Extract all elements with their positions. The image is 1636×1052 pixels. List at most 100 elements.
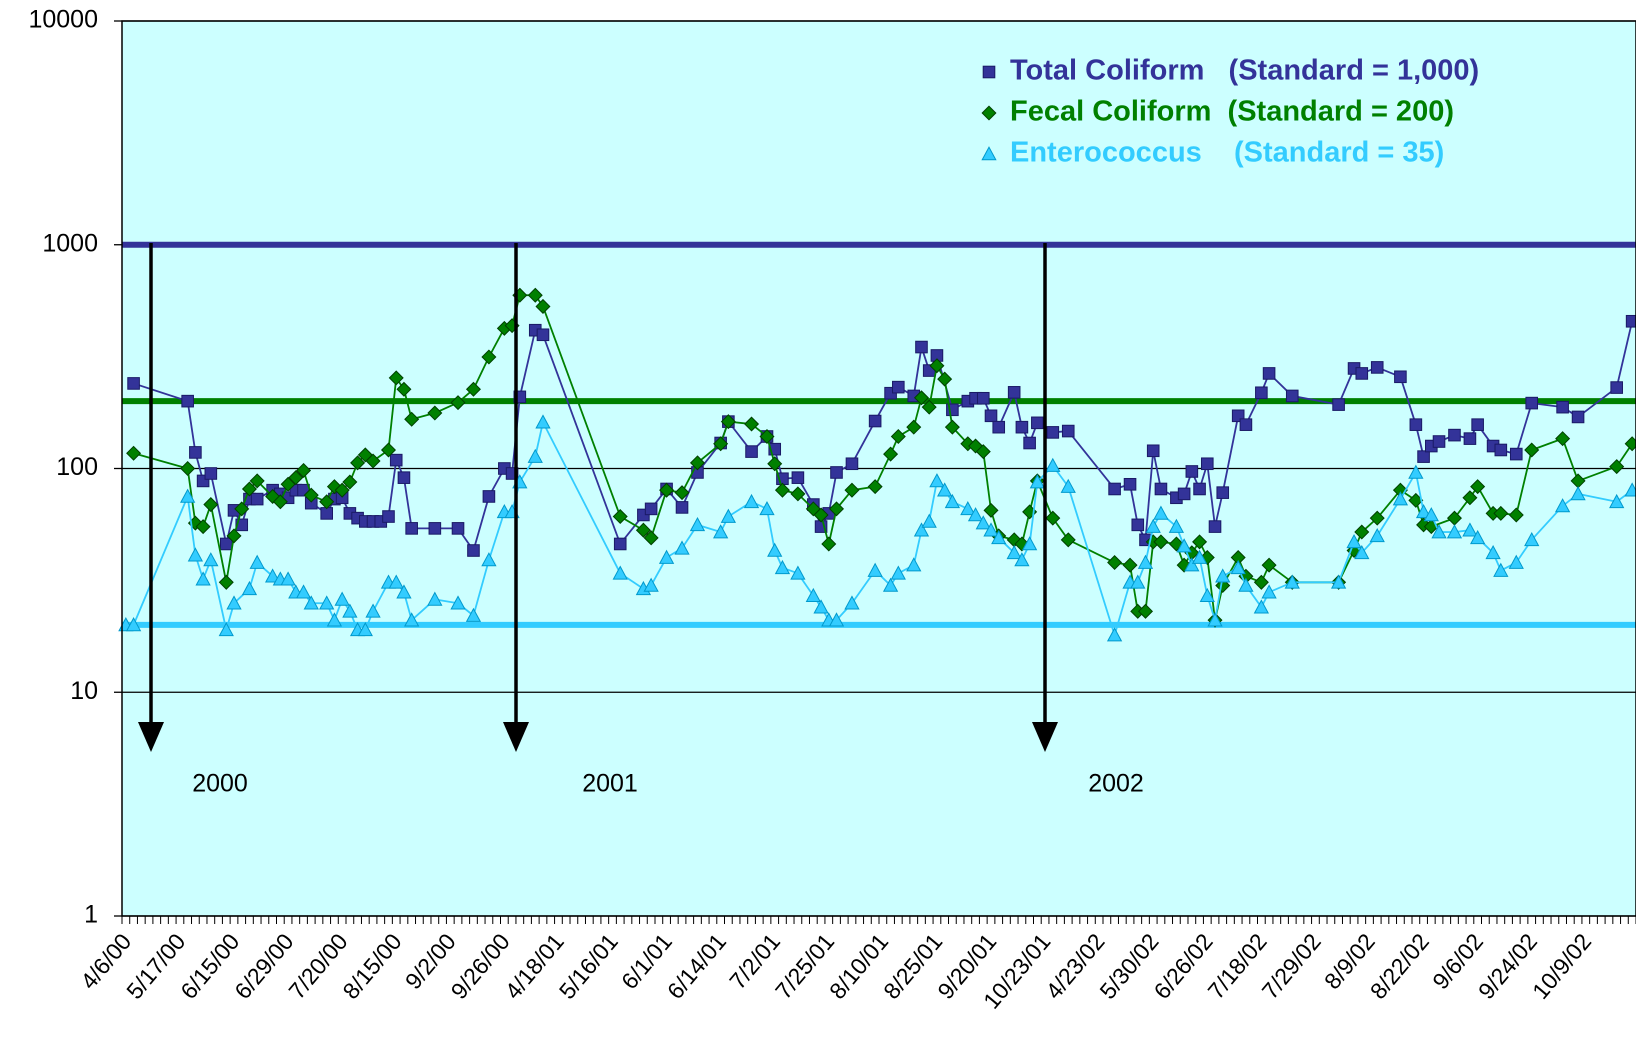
marker-square <box>1131 518 1145 532</box>
marker-square <box>536 328 550 342</box>
series-line <box>1292 395 1339 406</box>
marker-diamond <box>218 574 234 590</box>
marker-triangle <box>1106 627 1123 642</box>
marker-triangle <box>187 547 204 562</box>
marker-triangle <box>975 515 991 530</box>
marker-triangle <box>319 595 335 610</box>
marker-square <box>1046 426 1060 439</box>
x-tick-label: 5/16/01 <box>554 928 623 1004</box>
marker-triangle <box>767 542 783 557</box>
marker-triangle <box>1176 538 1192 553</box>
marker-triangle <box>180 488 196 503</box>
marker-diamond <box>913 390 929 406</box>
marker-triangle <box>844 595 860 610</box>
x-tick-label: 6/14/01 <box>662 928 731 1004</box>
marker-square <box>320 507 333 520</box>
x-tick-label: 4/18/01 <box>500 928 569 1004</box>
marker-square <box>513 390 527 404</box>
x-tick-label: 7/20/00 <box>283 928 352 1004</box>
marker-triangle <box>1045 457 1061 472</box>
marker-triangle <box>944 493 961 509</box>
marker-triangle <box>867 562 883 577</box>
marker-triangle <box>983 522 999 537</box>
marker-square <box>250 492 264 506</box>
marker-diamond <box>334 482 350 498</box>
x-tick-label: 7/29/02 <box>1257 928 1326 1004</box>
series-line <box>1152 450 1162 490</box>
marker-triangle <box>1524 531 1540 547</box>
marker-triangle <box>342 603 358 618</box>
marker-diamond <box>1253 574 1269 590</box>
marker-square <box>992 420 1006 434</box>
marker-square <box>405 522 418 535</box>
series-line <box>681 462 699 494</box>
series-line <box>1067 539 1115 564</box>
marker-diamond <box>272 494 288 510</box>
series-line <box>403 477 413 529</box>
marker-square <box>830 466 843 479</box>
marker-diamond <box>288 470 304 486</box>
marker-triangle <box>913 522 930 537</box>
marker-square <box>235 518 249 532</box>
marker-triangle <box>334 591 350 606</box>
series-line <box>472 559 490 616</box>
marker-triangle <box>967 507 984 522</box>
marker-square <box>1262 367 1276 380</box>
marker-triangle <box>1215 568 1231 583</box>
marker-square <box>1015 420 1029 434</box>
marker-square <box>1185 465 1199 478</box>
marker-square <box>196 474 210 488</box>
x-tick-label: 7/18/02 <box>1203 928 1272 1004</box>
marker-diamond <box>981 105 997 121</box>
marker-square <box>1525 396 1539 410</box>
marker-triangle <box>1462 522 1478 537</box>
marker-triangle <box>427 591 443 606</box>
marker-triangle <box>1570 486 1586 501</box>
marker-square <box>127 377 140 390</box>
marker-diamond <box>944 419 960 435</box>
x-tick-label: 8/15/00 <box>337 928 406 1004</box>
marker-diamond <box>767 456 783 472</box>
marker-triangle <box>906 557 922 572</box>
marker-square <box>1200 457 1214 471</box>
marker-square <box>1370 361 1384 374</box>
legend-label: Total Coliform (Standard = 1,000) <box>1010 55 1479 87</box>
y-tick-label: 10000 <box>28 6 98 34</box>
series-line <box>1144 450 1155 540</box>
marker-diamond <box>1369 510 1385 526</box>
series-line <box>827 472 838 514</box>
marker-square <box>1231 409 1245 423</box>
series-line <box>851 420 876 465</box>
series-line <box>874 453 892 487</box>
marker-triangle <box>1508 554 1524 569</box>
series-line <box>225 535 235 583</box>
series-line <box>928 480 938 522</box>
marker-triangle <box>1431 524 1447 539</box>
marker-square <box>892 380 905 394</box>
marker-triangle <box>1060 478 1076 493</box>
marker-diamond <box>1354 524 1370 540</box>
series-line <box>928 365 938 408</box>
series-line <box>542 334 622 545</box>
marker-triangle <box>813 599 829 614</box>
marker-triangle <box>1354 544 1370 560</box>
marker-triangle <box>774 559 791 575</box>
marker-diamond <box>365 453 381 469</box>
series-line <box>1577 465 1618 482</box>
marker-square <box>1007 386 1021 399</box>
plot-frame <box>121 20 1636 917</box>
marker-square <box>428 522 442 535</box>
series-line <box>186 496 197 556</box>
marker-triangle <box>689 516 706 532</box>
series-line <box>186 401 197 453</box>
series-line <box>1067 430 1116 490</box>
marker-square <box>1123 477 1137 491</box>
marker-diamond <box>643 530 659 546</box>
marker-triangle <box>937 482 953 497</box>
marker-diamond <box>975 444 991 460</box>
marker-triangle <box>1168 518 1185 533</box>
marker-diamond <box>1192 534 1208 550</box>
marker-triangle <box>195 571 211 586</box>
marker-square <box>868 414 882 428</box>
series-line <box>982 451 992 511</box>
